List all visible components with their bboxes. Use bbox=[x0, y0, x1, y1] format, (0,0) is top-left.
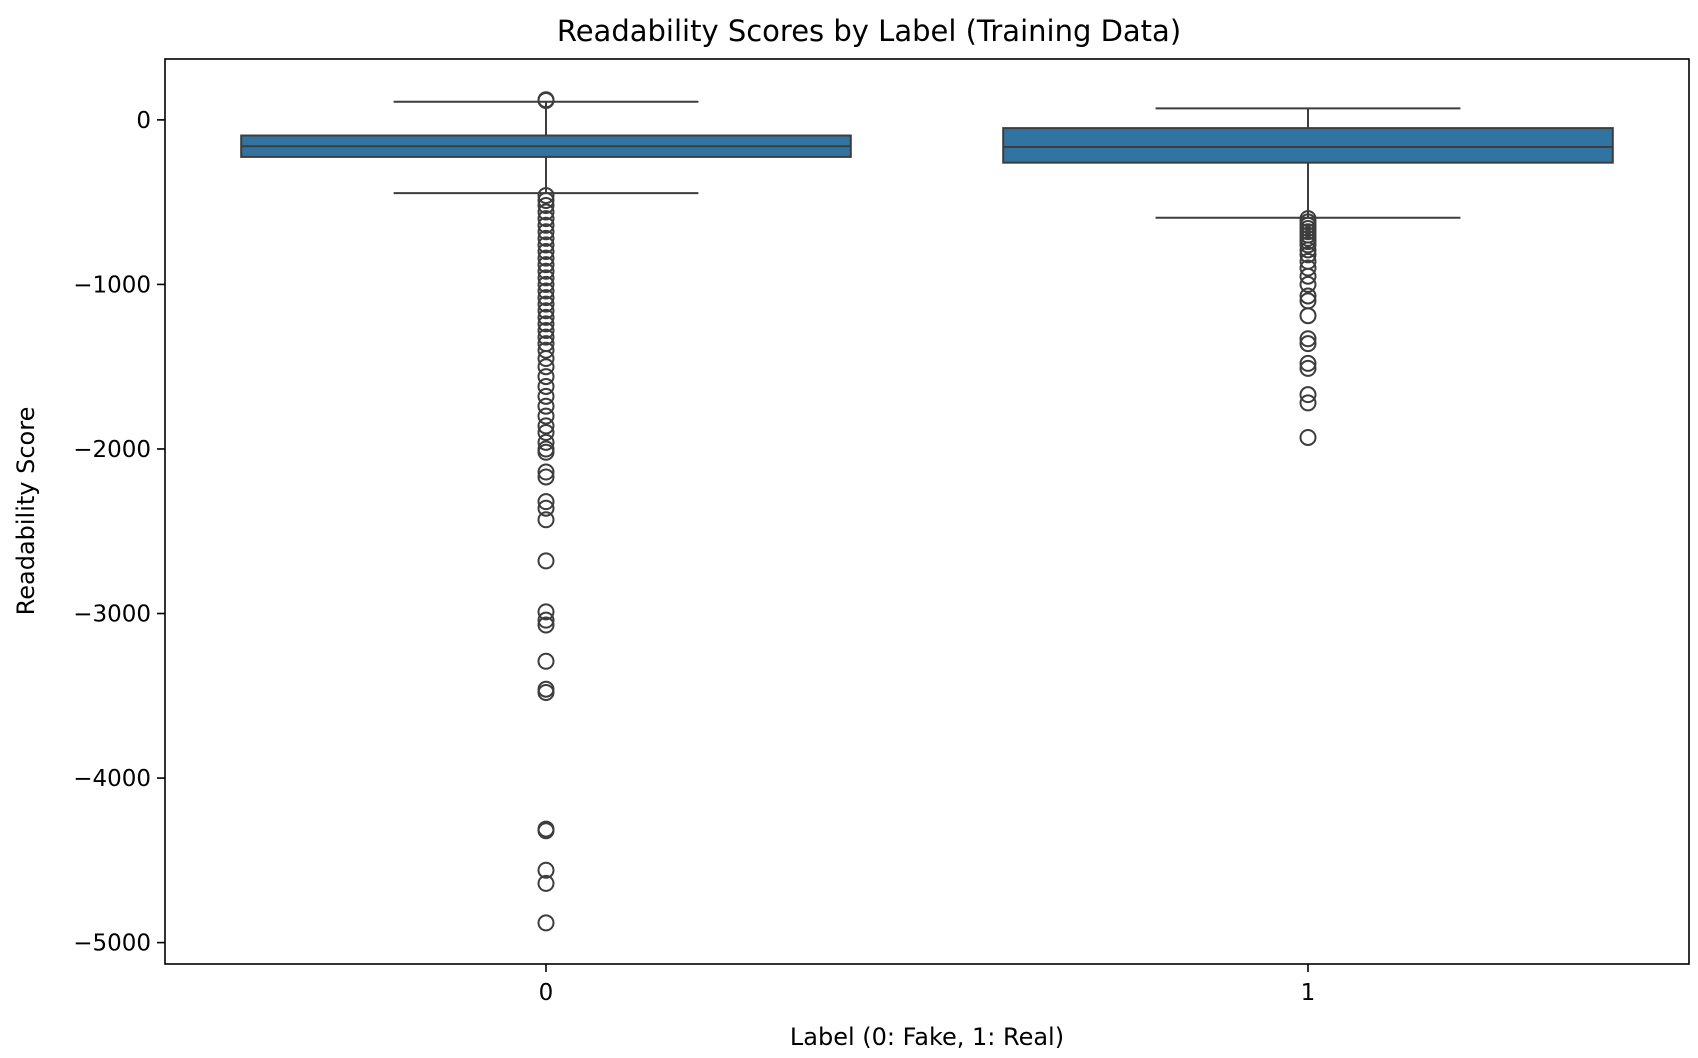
outlier-point bbox=[537, 358, 555, 376]
x-axis-label: Label (0: Fake, 1: Real) bbox=[790, 1023, 1064, 1051]
outlier-point bbox=[537, 349, 555, 367]
outlier-point bbox=[537, 680, 555, 698]
outlier-point bbox=[537, 493, 555, 511]
outlier-point bbox=[537, 874, 555, 892]
outlier-point bbox=[537, 861, 555, 879]
outlier-point bbox=[1299, 307, 1317, 325]
outlier-point bbox=[537, 407, 555, 425]
outlier-point bbox=[537, 511, 555, 529]
outlier-point bbox=[537, 262, 555, 280]
x-tick-label: 1 bbox=[1301, 980, 1316, 1006]
outlier-point bbox=[1299, 259, 1317, 277]
y-tick-label: −2000 bbox=[73, 437, 151, 463]
outlier-point bbox=[1299, 246, 1317, 264]
outlier-point bbox=[537, 192, 555, 210]
y-axis: 0 −1000 −2000 −3000 −4000 −5000 bbox=[73, 108, 165, 957]
outlier-point bbox=[537, 387, 555, 405]
outlier-point bbox=[1299, 330, 1317, 348]
outlier-point bbox=[537, 275, 555, 293]
outlier-point bbox=[537, 187, 555, 205]
outlier-point bbox=[537, 611, 555, 629]
outlier-point bbox=[1299, 394, 1317, 412]
outlier-point bbox=[537, 229, 555, 247]
iqr-box bbox=[1002, 127, 1614, 164]
outlier-point bbox=[537, 443, 555, 461]
plot-area bbox=[240, 91, 1614, 932]
outlier-point bbox=[537, 203, 555, 221]
chart-title: Readability Scores by Label (Training Da… bbox=[557, 14, 1181, 48]
y-tick-label: −1000 bbox=[73, 272, 151, 298]
outlier-point bbox=[537, 822, 555, 840]
outlier-point bbox=[537, 914, 555, 932]
outlier-point bbox=[537, 552, 555, 570]
outlier-point bbox=[537, 216, 555, 234]
outlier-point bbox=[537, 499, 555, 517]
outlier-point bbox=[537, 368, 555, 386]
outlier-point bbox=[1299, 236, 1317, 254]
outlier-point bbox=[537, 417, 555, 435]
outlier-point bbox=[1299, 354, 1317, 372]
outlier-point bbox=[537, 397, 555, 415]
outlier-point bbox=[1299, 267, 1317, 285]
outlier-point bbox=[537, 616, 555, 634]
outlier-point bbox=[537, 289, 555, 307]
box-group-0 bbox=[240, 91, 852, 932]
outlier-point bbox=[537, 433, 555, 451]
outlier-point bbox=[1299, 359, 1317, 377]
outlier-point bbox=[537, 328, 555, 346]
outlier-point bbox=[537, 322, 555, 339]
outlier-point bbox=[537, 243, 555, 261]
outlier-point bbox=[537, 315, 555, 333]
outlier-point bbox=[537, 256, 555, 274]
outlier-point bbox=[1299, 241, 1317, 259]
x-tick-label: 0 bbox=[539, 980, 554, 1006]
outlier-point bbox=[1299, 386, 1317, 404]
plot-frame bbox=[164, 58, 1690, 965]
outlier-point bbox=[537, 302, 555, 320]
outlier-point bbox=[537, 603, 555, 621]
outlier-point bbox=[537, 269, 555, 287]
outlier-point bbox=[537, 282, 555, 300]
outlier-point bbox=[537, 468, 555, 486]
outlier-point bbox=[1299, 428, 1317, 446]
outlier-point bbox=[537, 249, 555, 267]
outlier-point bbox=[537, 223, 555, 241]
outlier-point bbox=[537, 341, 555, 359]
outlier-point bbox=[537, 377, 555, 395]
outlier-point bbox=[1299, 275, 1317, 293]
outlier-point bbox=[537, 424, 555, 442]
box-group-1 bbox=[1002, 107, 1614, 446]
outlier-point bbox=[1299, 287, 1317, 305]
outlier-point bbox=[537, 210, 555, 228]
outlier-point bbox=[537, 236, 555, 254]
outlier-point bbox=[1299, 335, 1317, 353]
outlier-point bbox=[537, 684, 555, 701]
outlier-point bbox=[537, 652, 555, 670]
y-tick-label: 0 bbox=[136, 108, 151, 134]
y-axis-label: Readability Score bbox=[12, 407, 40, 616]
outlier-point bbox=[537, 463, 555, 481]
outlier-point bbox=[537, 295, 555, 313]
y-tick-label: −4000 bbox=[73, 766, 151, 792]
outlier-point bbox=[537, 308, 555, 326]
y-tick-label: −3000 bbox=[73, 602, 151, 628]
outlier-point bbox=[537, 196, 555, 214]
y-tick-label: −5000 bbox=[73, 931, 151, 957]
outlier-point bbox=[537, 91, 555, 109]
